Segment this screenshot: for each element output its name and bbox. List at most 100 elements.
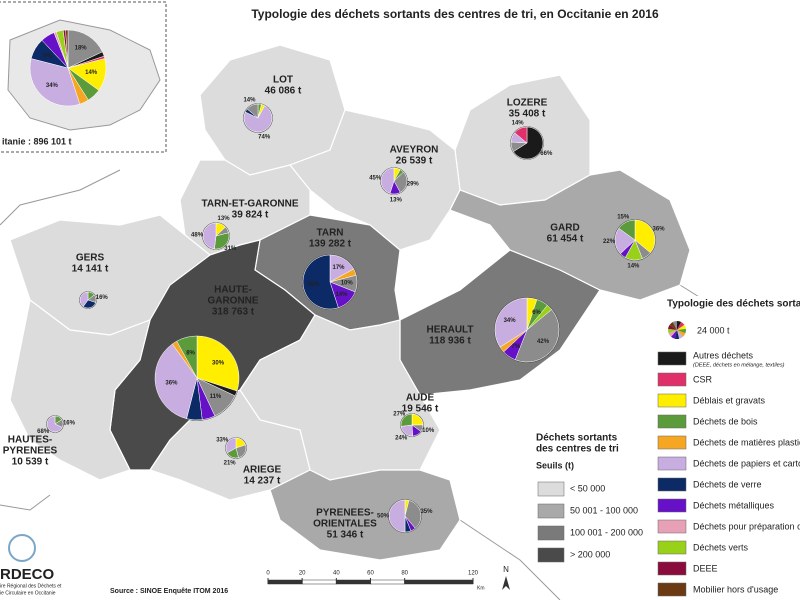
department-name: ARIEGE [243, 465, 282, 476]
pie-label: 48% [191, 232, 204, 238]
pie-label: 10% [422, 428, 435, 434]
department-tonnage: 10 539 t [12, 457, 49, 468]
size-reference-slice [674, 330, 680, 339]
pie-label: 16% [63, 421, 76, 427]
pie-label: 74% [258, 135, 271, 141]
pie-outline [154, 335, 240, 421]
pie-label: 9% [43, 54, 52, 60]
pie-label: 36% [653, 227, 666, 233]
pie-slice [494, 297, 528, 348]
scale-label: 80 [401, 571, 408, 577]
legend-swatch [657, 351, 687, 366]
threshold-title: des centres de tri [536, 444, 619, 455]
pie-label: 55% [307, 282, 320, 288]
size-reference-slice [668, 328, 677, 334]
legend-swatch [657, 519, 687, 534]
size-reference-slice [677, 330, 683, 339]
pie-slice [202, 222, 217, 250]
department-tonnage: 26 539 t [396, 156, 433, 167]
pie-slice [29, 58, 81, 107]
pie-outline [510, 126, 544, 160]
size-reference-slice [677, 324, 686, 330]
pie-label: 68% [37, 429, 50, 435]
size-reference-slice [668, 324, 677, 330]
logo-line: ire Régional des Déchets et [0, 583, 62, 589]
legend-label: Mobilier hors d'usage [693, 584, 778, 594]
pie-slice [225, 437, 237, 454]
threshold-label: < 50 000 [570, 483, 605, 493]
inset-total: itanie : 896 101 t [2, 136, 72, 146]
legend-label: Déchets métalliques [693, 500, 775, 510]
department-tonnage: 51 346 t [327, 530, 364, 541]
size-reference-label: 24 000 t [697, 325, 730, 335]
pie-label: 45% [369, 176, 382, 182]
legend-swatch [657, 372, 687, 387]
pie-label: 11% [210, 394, 222, 400]
department-name: LOZERE [507, 98, 548, 109]
department-area [449, 169, 691, 301]
scale-segment [267, 579, 303, 585]
pie-label: 14% [627, 264, 640, 270]
scale-label: 40 [333, 571, 340, 577]
neighbor-border [0, 169, 761, 600]
department-name: GERS [76, 253, 105, 264]
pie-label: 42% [537, 339, 550, 345]
legend-swatch [657, 540, 687, 555]
threshold-label: 50 001 - 100 000 [570, 505, 638, 515]
pie-label: 66% [540, 151, 553, 157]
source: Source : SINOE Enquête ITOM 2016 [110, 588, 228, 595]
pie-slice [214, 232, 230, 250]
pie-label: 14% [243, 97, 256, 103]
pie-label: 14% [512, 121, 525, 127]
pie-slice [388, 499, 406, 533]
legend-swatch [657, 477, 687, 492]
threshold-label: 100 001 - 200 000 [570, 527, 643, 537]
scale-segment [370, 579, 405, 585]
pie-slice [514, 126, 528, 144]
pie-slice [176, 335, 198, 379]
scale-segment [336, 579, 371, 585]
pie-label: 30% [212, 360, 225, 366]
inset-pie: 18% 14% 34% 9% [29, 29, 107, 107]
scale-label: 0 [266, 571, 270, 577]
pie-outline [302, 254, 358, 310]
department-tonnage: 14 141 t [72, 264, 109, 275]
department-area [269, 469, 461, 561]
department-tonnage: 118 936 t [429, 336, 471, 347]
pie-label: 50% [377, 514, 390, 520]
pie-label: 34% [46, 83, 59, 89]
pie-label: 14% [335, 292, 348, 298]
size-reference-slice [668, 330, 677, 337]
legend-label: Déblais et gravats [693, 395, 766, 405]
size-reference-slice [677, 322, 685, 330]
size-reference-slice [669, 322, 677, 330]
pie-slice [246, 103, 259, 119]
pie-label: 33% [216, 437, 229, 443]
pie-label: 13% [390, 197, 403, 203]
pie-outline [79, 291, 97, 309]
pie-label: 6% [532, 310, 541, 316]
north-label: N [503, 565, 509, 574]
size-reference-slice [672, 321, 677, 330]
department-name: AVEYRON [390, 145, 439, 156]
department-area [9, 298, 151, 481]
department-name: HERAULT [426, 325, 473, 336]
department-name: GARD [550, 223, 579, 234]
department-name: ORIENTALES [313, 519, 377, 530]
scale-unit: Km [477, 585, 485, 591]
size-reference-slice [677, 321, 682, 330]
pie-outline [388, 499, 422, 533]
pie-label: 29% [407, 182, 420, 188]
legend-label: DEEE [693, 563, 718, 573]
department-tonnage: 61 454 t [547, 234, 584, 245]
legend-swatch [657, 393, 687, 408]
legend-label: Déchets de bois [693, 416, 758, 426]
pie-label: 31% [224, 246, 237, 252]
legend-label: CSR [693, 374, 713, 384]
logo-name: RDECO [0, 566, 55, 583]
legend-label: Déchets verts [693, 542, 749, 552]
pie-label: 17% [333, 265, 346, 271]
department-name: HAUTES- [8, 435, 52, 446]
